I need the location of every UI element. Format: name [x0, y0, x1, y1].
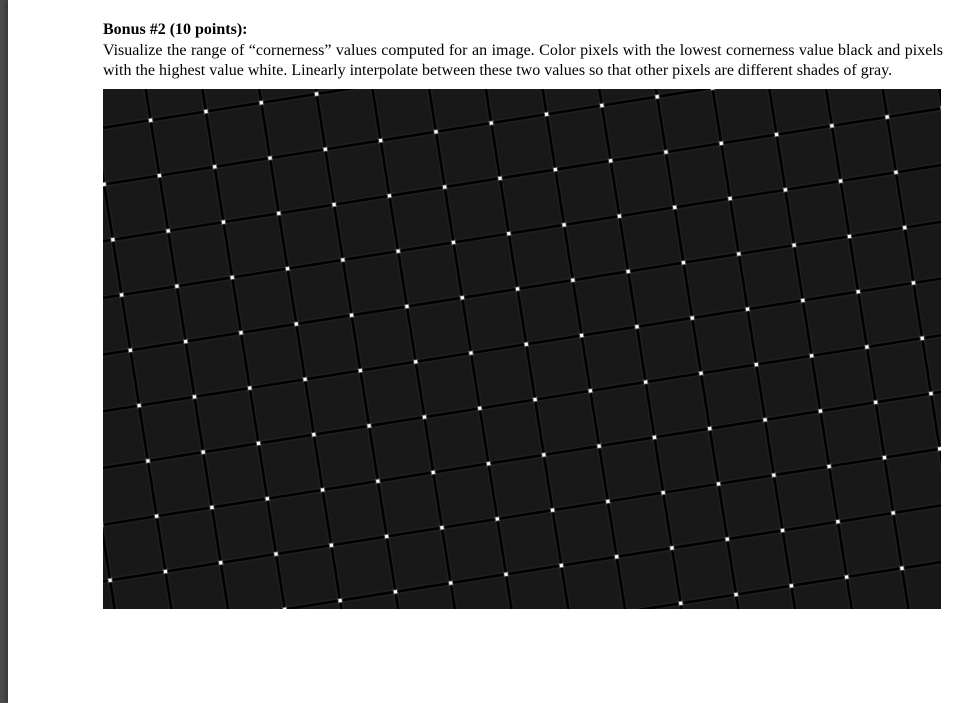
document-page: Bonus #2 (10 points): Visualize the rang… — [8, 0, 979, 703]
cornerness-figure — [103, 89, 941, 609]
bonus-body-text: Visualize the range of “cornerness” valu… — [103, 41, 943, 81]
bonus-heading: Bonus #2 (10 points): — [103, 20, 943, 40]
cornerness-svg — [103, 89, 941, 609]
content-block: Bonus #2 (10 points): Visualize the rang… — [103, 20, 943, 609]
